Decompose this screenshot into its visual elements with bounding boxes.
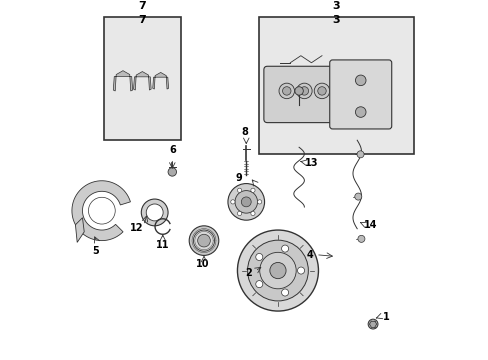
Text: 14: 14: [364, 220, 377, 230]
Circle shape: [237, 230, 318, 311]
Circle shape: [354, 193, 361, 200]
Circle shape: [281, 245, 288, 252]
Circle shape: [282, 87, 290, 95]
Text: 11: 11: [156, 239, 169, 249]
Circle shape: [237, 188, 241, 192]
Circle shape: [367, 319, 377, 329]
Text: 6: 6: [168, 145, 175, 155]
Circle shape: [294, 87, 303, 95]
Circle shape: [250, 211, 255, 216]
Circle shape: [197, 234, 210, 247]
Circle shape: [355, 107, 366, 117]
Circle shape: [146, 204, 163, 221]
Circle shape: [250, 188, 255, 192]
Text: 4: 4: [306, 250, 312, 260]
Text: 13: 13: [305, 158, 318, 168]
Circle shape: [257, 200, 261, 204]
Circle shape: [281, 289, 288, 296]
Bar: [103, 17, 181, 140]
Polygon shape: [113, 71, 132, 91]
FancyBboxPatch shape: [264, 66, 334, 123]
Text: 7: 7: [138, 1, 146, 12]
Circle shape: [227, 184, 264, 220]
Circle shape: [237, 211, 241, 216]
Text: 12: 12: [129, 223, 143, 233]
Circle shape: [141, 199, 168, 226]
Polygon shape: [152, 72, 168, 89]
Circle shape: [314, 83, 329, 99]
Circle shape: [356, 151, 363, 158]
Circle shape: [357, 235, 364, 242]
Circle shape: [297, 267, 304, 274]
Circle shape: [255, 253, 262, 261]
Circle shape: [269, 262, 285, 279]
Polygon shape: [72, 181, 130, 240]
Circle shape: [355, 75, 366, 86]
Circle shape: [88, 197, 115, 224]
Text: 10: 10: [196, 259, 209, 269]
Circle shape: [255, 280, 262, 288]
Text: 9: 9: [235, 173, 242, 183]
Circle shape: [193, 230, 214, 251]
Text: 7: 7: [138, 15, 146, 26]
Circle shape: [230, 200, 235, 204]
Circle shape: [189, 226, 218, 255]
Bar: [258, 17, 413, 154]
Polygon shape: [133, 72, 151, 90]
Text: 1: 1: [383, 312, 389, 322]
Circle shape: [235, 190, 257, 213]
Circle shape: [279, 83, 294, 99]
Text: 8: 8: [241, 127, 247, 137]
Text: 2: 2: [245, 268, 252, 278]
Circle shape: [296, 83, 311, 99]
Circle shape: [317, 87, 325, 95]
Circle shape: [259, 252, 296, 289]
Circle shape: [300, 87, 308, 95]
Circle shape: [168, 168, 176, 176]
Text: 3: 3: [331, 15, 339, 26]
Text: 5: 5: [92, 246, 98, 256]
Polygon shape: [75, 218, 84, 242]
Circle shape: [247, 240, 308, 301]
Text: 3: 3: [331, 1, 339, 12]
FancyBboxPatch shape: [329, 60, 391, 129]
Circle shape: [241, 197, 251, 207]
